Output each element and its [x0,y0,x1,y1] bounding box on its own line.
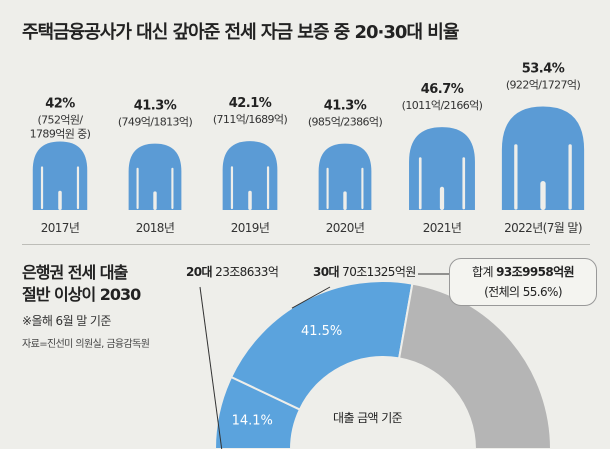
label-30s-value: 70조1325억원 [342,265,416,279]
chart-title: 주택금융공사가 대신 갚아준 전세 자금 보증 중 20·30대 비율 [22,22,459,43]
person-leg-gap-4 [439,186,445,210]
donut-slice-1 [229,280,414,411]
person-figure-icon-3 [318,143,372,210]
person-bar-3 [318,143,372,210]
person-bar-4 [409,127,475,210]
person-bar-5 [501,106,585,210]
category-label-3: 2020년 [326,221,365,235]
value-label-0: 42% [45,96,75,111]
half-donut-chart: 14.1% 41.5% [199,273,553,449]
leader-line-30s [291,286,331,309]
person-bar-2 [222,141,278,210]
date-note: ※올해 6월 말 기준 [22,314,111,328]
leader-line-20s [199,286,223,449]
person-leg-gap-5 [540,181,546,210]
detail-label-1-0: (749억/1813억) [118,116,193,129]
total-share: (전체의 55.6%) [484,285,562,299]
category-label-0: 2017년 [41,221,80,235]
category-label-4: 2021년 [423,221,462,235]
value-label-4: 46.7% [421,82,464,97]
person-figure-icon-5 [501,106,585,210]
label-30s-name: 30대 [313,265,340,279]
value-label-1: 41.3% [134,99,177,114]
detail-label-2-0: (711억/1689억) [213,113,288,126]
person-bar-1 [128,143,182,210]
donut-center-note: 대출 금액 기준 [333,411,403,425]
category-label-1: 2018년 [136,221,175,235]
label-20s: 20대 23조8633억 [186,263,279,280]
value-label-2: 42.1% [229,96,272,111]
person-bar-0 [32,141,88,210]
slice-label-0: 14.1% [232,414,273,429]
value-label-5: 53.4% [522,62,565,77]
person-figure-icon-0 [32,141,88,210]
total-value: 93조9958억원 [496,265,574,279]
person-figure-icon-4 [409,127,475,210]
section-divider [22,244,590,245]
donut-slice-2 [397,282,553,449]
source-note: 자료=진선미 의원실, 금융감독원 [22,339,150,350]
value-label-3: 41.3% [324,99,367,114]
label-20s-name: 20대 [186,265,213,279]
detail-label-0-1: 1789억원 중) [30,127,91,140]
donut-subtitle-line1: 은행권 전세 대출 [22,263,128,282]
person-figure-icon-2 [222,141,278,210]
person-leg-gap-0 [58,190,62,210]
label-30s: 30대 70조1325억원 [313,263,416,280]
person-leg-gap-3 [343,191,347,210]
total-line: 합계 93조9958억원 [450,262,596,282]
donut-subtitle-line2: 절반 이상이 2030 [22,285,141,304]
category-label-2: 2019년 [231,221,270,235]
detail-label-5-0: (922억/1727억) [506,79,581,92]
detail-label-4-0: (1011억/2166억) [402,99,483,112]
detail-label-3-0: (985억/2386억) [308,116,383,129]
person-leg-gap-1 [153,191,157,210]
person-leg-gap-2 [248,190,252,210]
person-figure-icon-1 [128,143,182,210]
donut-info-panel: 은행권 전세 대출 절반 이상이 2030 ※올해 6월 말 기준 자료=진선미… [22,262,182,350]
pictogram-chart: 42% (752억원/1789억원 중) 2017년 41.3% (749억/1813억… [30,62,585,235]
total-label: 합계 [472,265,493,279]
label-20s-value: 23조8633억 [215,265,279,279]
detail-label-0-0: (752억원/ [37,113,83,126]
total-box: 합계 93조9958억원 (전체의 55.6%) [449,258,597,306]
category-label-5: 2022년(7월 말) [504,221,582,235]
slice-label-1: 41.5% [301,324,342,339]
